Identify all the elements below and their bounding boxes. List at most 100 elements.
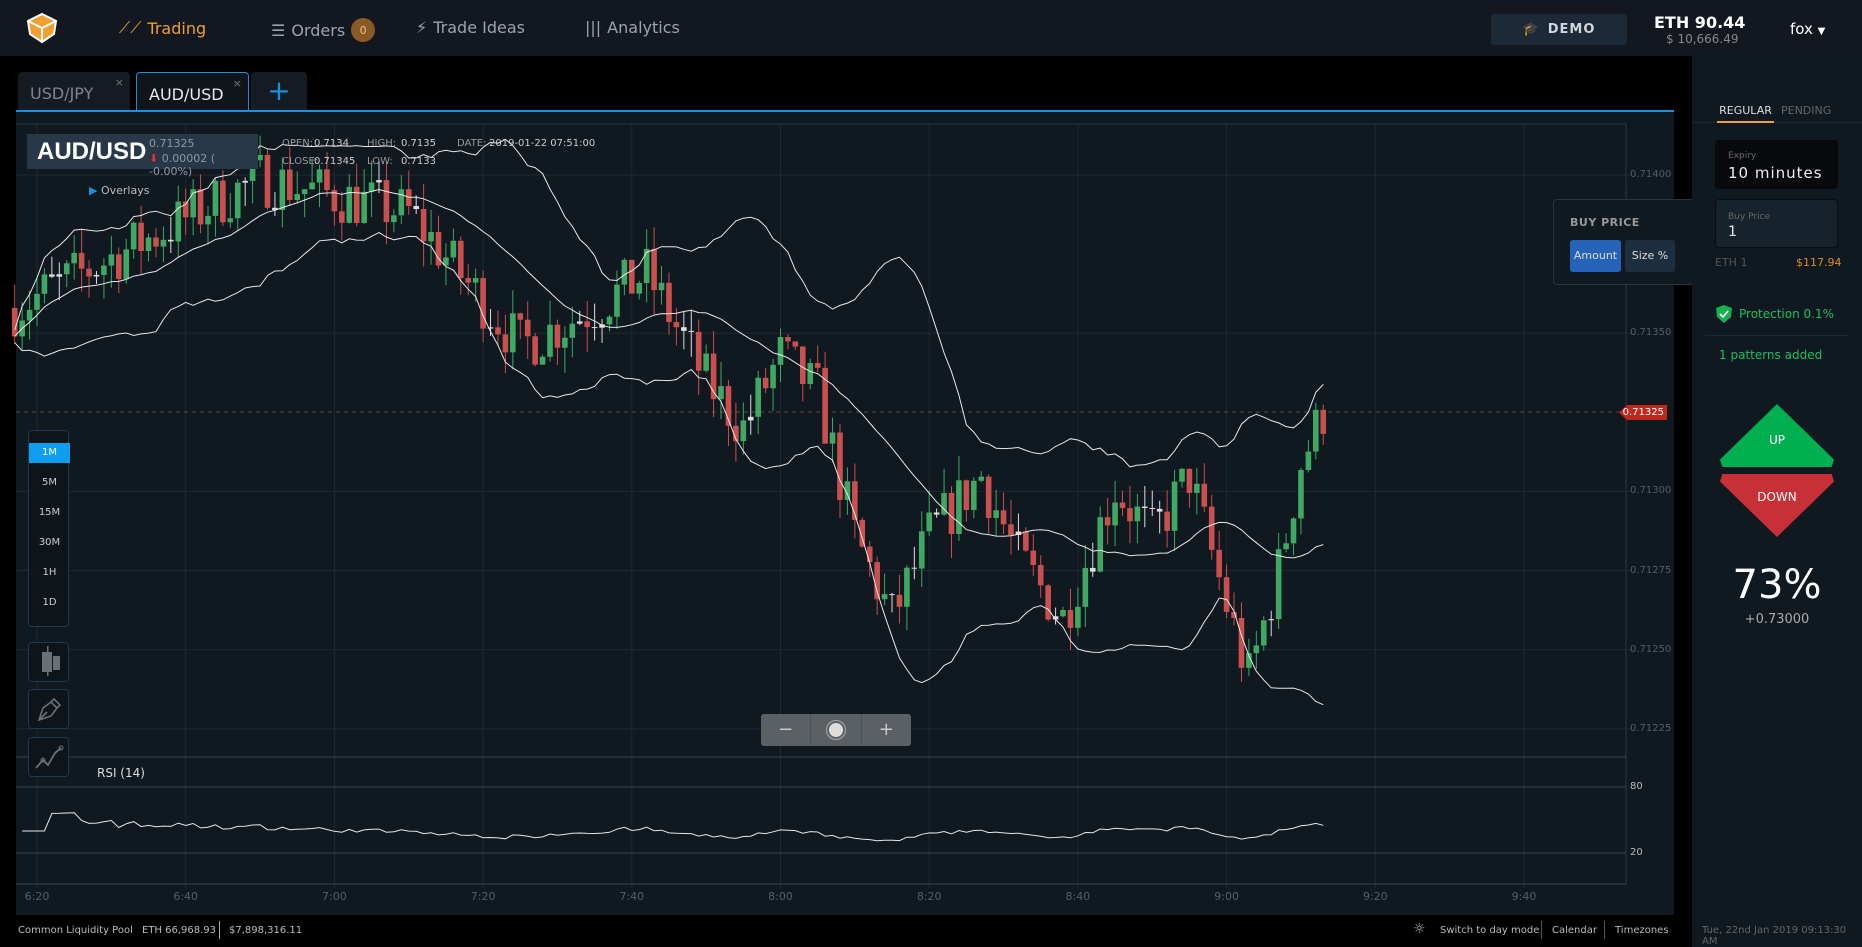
candle-body [272, 207, 278, 211]
balance-usd: $ 10,666.49 [1666, 32, 1739, 46]
candle-body [926, 512, 932, 532]
tab-regular[interactable]: REGULAR [1717, 104, 1774, 123]
time-tick-label: 8:00 [768, 890, 793, 903]
tab-pending[interactable]: PENDING [1781, 104, 1832, 117]
candle-body [63, 263, 70, 275]
candle-body [621, 259, 628, 285]
zoom-in-button[interactable]: + [878, 719, 894, 740]
candle-body [175, 201, 182, 242]
timeframe-1m[interactable]: 1M [29, 443, 70, 463]
price-tick-label: 0.71350 [1630, 327, 1672, 339]
candle-body [294, 194, 301, 201]
usd-amount: $117.94 [1796, 256, 1842, 269]
candle-body [420, 209, 427, 242]
demo-button[interactable]: 🎓 DEMO [1491, 14, 1627, 45]
timeframe-5m[interactable]: 5M [42, 477, 57, 488]
size-percent-button[interactable]: Size % [1625, 240, 1675, 272]
candle-body [353, 186, 360, 223]
amount-button[interactable]: Amount [1570, 240, 1621, 272]
candle-body [636, 282, 643, 294]
nav-orders[interactable]: ☰ Orders 0 [271, 18, 376, 42]
candle-body [859, 519, 866, 547]
protection-label[interactable]: Protection 0.1% [1739, 307, 1835, 321]
timeframe-30m[interactable]: 30M [38, 537, 61, 548]
candle-body [889, 594, 895, 596]
candle-body [918, 531, 925, 569]
candle-body [495, 327, 501, 335]
candle-body [301, 189, 308, 195]
price-chart[interactable] [0, 0, 1692, 915]
chart-area[interactable] [16, 112, 1674, 915]
timeframe-1h[interactable]: 1H [42, 567, 57, 578]
eth-amount: ETH 1 [1715, 256, 1748, 269]
rsi-line [22, 812, 1324, 842]
logo-icon[interactable] [24, 12, 60, 44]
bollinger-upper-band [14, 138, 1324, 468]
time-tick-label: 8:40 [1065, 890, 1091, 903]
candle-body [800, 346, 806, 384]
candle-body [376, 180, 382, 183]
calendar-link[interactable]: Calendar [1552, 925, 1597, 936]
pen-icon [37, 697, 62, 722]
candle-body [108, 254, 115, 266]
candle-body [264, 154, 271, 208]
candle-body [428, 232, 434, 242]
up-button[interactable]: UP [1720, 404, 1834, 467]
candle-body [443, 257, 449, 266]
nav-trade-ideas[interactable]: ⚡ Trade Ideas [416, 18, 525, 37]
timeframe-selector: 1M 5M 15M 30M 1H 1D [28, 430, 70, 627]
candle-body [26, 309, 33, 321]
nav-trading[interactable]: ⟋⟋ Trading [119, 18, 207, 38]
nav-analytics[interactable]: ||| Analytics [585, 18, 680, 37]
indicators-button[interactable] [28, 737, 69, 777]
tab-aud-usd[interactable]: AUD/USD × [136, 72, 249, 112]
chart-type-button[interactable] [28, 642, 69, 682]
candle-body [339, 211, 345, 223]
candle-body [1179, 468, 1185, 482]
price-tick-label: 0.71275 [1630, 564, 1672, 576]
candle-body [762, 377, 769, 389]
timeframe-1d[interactable]: 1D [42, 597, 57, 608]
expiry-field[interactable]: Expiry 10 minutes [1715, 140, 1838, 189]
candle-body [1060, 609, 1066, 617]
candle-body [1260, 620, 1267, 646]
zoom-out-button[interactable]: − [761, 714, 812, 746]
trading-icon: ⟋⟋ [119, 18, 142, 37]
candle-body [1097, 517, 1104, 572]
sun-icon: ☼ [1413, 921, 1426, 937]
candle-body [1186, 468, 1193, 493]
user-menu[interactable]: fox ▼ [1790, 20, 1826, 38]
day-mode-link[interactable]: Switch to day mode [1440, 925, 1540, 936]
candle-body [852, 481, 858, 520]
close-icon[interactable]: × [232, 77, 242, 90]
timeframe-15m[interactable]: 15M [38, 507, 61, 518]
symbol-title: AUD/USD [37, 138, 147, 165]
candle-body [725, 386, 732, 426]
candle-body [1008, 524, 1014, 535]
close-icon[interactable]: × [114, 76, 124, 89]
shield-check-icon [1716, 305, 1732, 323]
candle-body [86, 268, 92, 277]
down-button[interactable]: DOWN [1720, 474, 1834, 537]
add-tab-button[interactable]: + [251, 72, 307, 112]
overlays-toggle[interactable]: ▶ Overlays [89, 184, 150, 197]
candle-body [703, 353, 709, 371]
candle-body [398, 189, 405, 216]
candle-body [695, 331, 702, 371]
patterns-added[interactable]: 1 patterns added [1719, 348, 1823, 362]
timezones-link[interactable]: Timezones [1615, 925, 1669, 936]
balance-eth: ETH 90.44 [1654, 13, 1746, 32]
drawing-tool-button[interactable] [28, 689, 69, 729]
candle-body [115, 254, 122, 279]
buy-price-input[interactable]: Buy Price 1 [1715, 199, 1838, 248]
candle-body [1149, 507, 1156, 509]
status-bar: Common Liquidity Pool ETH 66,968.93 $7,8… [0, 915, 1692, 947]
tab-usd-jpy[interactable]: USD/JPY × [18, 72, 130, 112]
candle-body [1089, 567, 1096, 572]
candle-body [279, 169, 286, 211]
zoom-reset-button[interactable] [811, 714, 862, 746]
candle-body [956, 480, 962, 535]
candle-body [643, 248, 650, 283]
chevron-down-icon: ▼ [1817, 26, 1826, 37]
candle-body [1313, 409, 1319, 452]
